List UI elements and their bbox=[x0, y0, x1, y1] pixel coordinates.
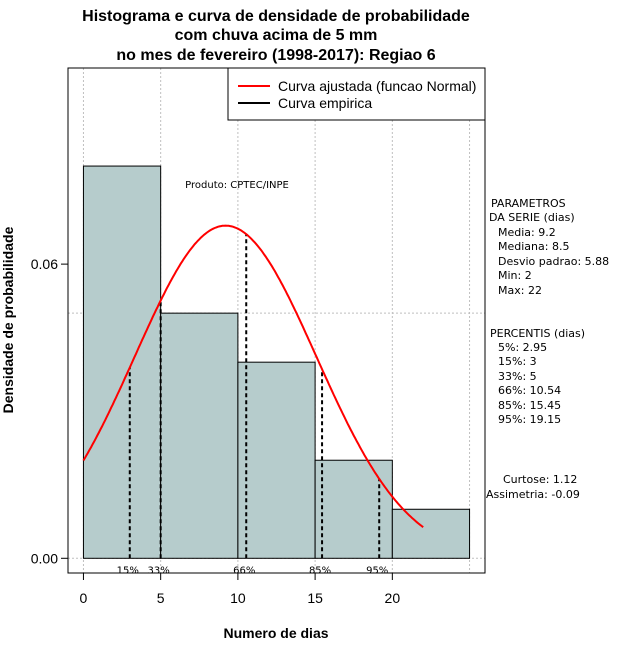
y-tick-label: 0.00 bbox=[31, 550, 58, 566]
y-axis-label: Densidade de probabilidade bbox=[0, 226, 16, 413]
x-tick-label: 10 bbox=[230, 590, 246, 606]
chart-title-line-1: Histograma e curva de densidade de proba… bbox=[82, 8, 470, 25]
histogram-bar bbox=[391, 508, 471, 559]
legend: Curva ajustada (funcao Normal) Curva emp… bbox=[227, 67, 486, 121]
x-tick-label: 0 bbox=[80, 590, 88, 606]
x-tick-label: 20 bbox=[385, 590, 401, 606]
fitted-normal-curve bbox=[82, 224, 424, 528]
x-axis-label: Numero de dias bbox=[223, 625, 328, 641]
histogram-bar bbox=[314, 459, 393, 559]
y-tick-label: 0.06 bbox=[31, 256, 58, 272]
curves bbox=[82, 224, 424, 528]
percentil-5: 5%: 2.95 bbox=[498, 341, 547, 354]
assimetria-value: Assimetria: -0.09 bbox=[486, 488, 580, 501]
chart-title-line-3: no mes de fevereiro (1998-2017): Regiao … bbox=[116, 47, 435, 64]
param-mediana: Mediana: 8.5 bbox=[498, 240, 569, 253]
param-media: Media: 9.2 bbox=[498, 226, 556, 239]
percentile-label: 15% bbox=[117, 565, 139, 576]
y-axis: 0.00 0.06 bbox=[31, 256, 69, 566]
percentile-label: 95% bbox=[366, 565, 388, 576]
param-desvio: Desvio padrao: 5.88 bbox=[498, 255, 609, 268]
histogram-bar bbox=[160, 312, 239, 559]
param-max: Max: 22 bbox=[498, 284, 542, 297]
x-tick-label: 5 bbox=[157, 590, 165, 606]
histogram-bar bbox=[237, 361, 316, 559]
percentil-95: 95%: 19.15 bbox=[498, 413, 561, 426]
percentil-33: 33%: 5 bbox=[498, 370, 537, 383]
product-label: Produto: CPTEC/INPE bbox=[185, 180, 289, 191]
legend-box bbox=[227, 67, 486, 121]
x-axis: 0 5 10 15 20 bbox=[80, 572, 401, 606]
x-tick-label: 15 bbox=[307, 590, 323, 606]
param-min: Min: 2 bbox=[498, 269, 532, 282]
percentile-label: 85% bbox=[309, 565, 331, 576]
legend-empirical-label: Curva empirica bbox=[278, 95, 372, 111]
params-title-2: DA SERIE (dias) bbox=[489, 211, 575, 224]
percentil-15: 15%: 3 bbox=[498, 355, 537, 368]
percentile-label: 66% bbox=[233, 565, 255, 576]
params-title-1: PARAMETROS bbox=[491, 197, 566, 210]
chart-title-line-2: com chuva acima de 5 mm bbox=[175, 27, 378, 44]
curtose-value: Curtose: 1.12 bbox=[503, 473, 577, 486]
percentil-66: 66%: 10.54 bbox=[498, 384, 561, 397]
histogram-bar bbox=[82, 165, 162, 559]
side-panel: PARAMETROS DA SERIE (dias) Media: 9.2 Me… bbox=[486, 197, 609, 501]
percentile-label: 33% bbox=[148, 565, 170, 576]
legend-fitted-label: Curva ajustada (funcao Normal) bbox=[278, 78, 476, 94]
percentile-markers: 15% 33% 66% 85% 95% bbox=[117, 234, 388, 576]
histogram-bars bbox=[82, 165, 471, 559]
percentil-85: 85%: 15.45 bbox=[498, 399, 561, 412]
percentis-title: PERCENTIS (dias) bbox=[490, 327, 585, 340]
